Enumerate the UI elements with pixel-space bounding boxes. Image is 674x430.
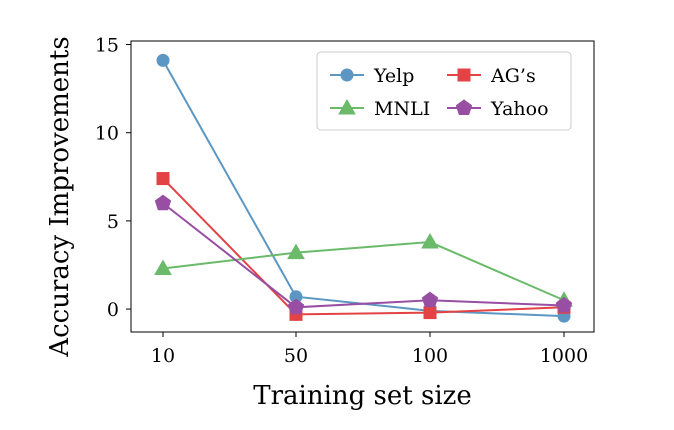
series-line bbox=[162, 202, 565, 309]
y-tick-label: 5 bbox=[107, 211, 119, 233]
series-line bbox=[162, 241, 565, 302]
data-point bbox=[287, 298, 305, 315]
data-point bbox=[287, 243, 305, 260]
x-tick-label: 50 bbox=[284, 345, 308, 367]
plot-area: 0 5 10 15 10 50 100 1000 bbox=[95, 35, 595, 367]
plot-frame bbox=[130, 40, 595, 333]
y-tick-label: 0 bbox=[107, 299, 119, 321]
legend-marker bbox=[457, 68, 471, 82]
legend-entry: MNLI bbox=[330, 98, 430, 120]
legend-label: Yahoo bbox=[490, 98, 549, 120]
series-pentagon bbox=[154, 194, 573, 315]
series-layer bbox=[154, 53, 573, 323]
data-point bbox=[423, 306, 437, 320]
x-axis-title: Training set size bbox=[253, 381, 472, 411]
data-point bbox=[555, 296, 573, 313]
legend-entry: Yahoo bbox=[447, 98, 549, 120]
legend-box bbox=[316, 51, 572, 131]
data-point bbox=[154, 194, 172, 211]
data-point bbox=[421, 291, 439, 308]
legend-marker bbox=[338, 98, 356, 115]
legend: Yelp AG’s MNLI Yahoo bbox=[316, 51, 572, 131]
legend-label: Yelp bbox=[373, 65, 414, 87]
y-tick-label: 15 bbox=[95, 35, 119, 57]
data-point bbox=[421, 233, 439, 249]
legend-entry: Yelp bbox=[330, 65, 414, 87]
legend-entry: AG’s bbox=[447, 65, 536, 87]
data-point bbox=[156, 53, 170, 67]
legend-marker bbox=[340, 68, 354, 82]
legend-marker bbox=[455, 99, 473, 115]
data-point bbox=[154, 259, 172, 276]
legend-label: MNLI bbox=[374, 98, 430, 120]
x-tick-label: 100 bbox=[412, 345, 448, 367]
series-line bbox=[162, 177, 565, 316]
y-tick-label: 10 bbox=[95, 123, 119, 145]
data-point bbox=[156, 172, 170, 186]
legend-label: AG’s bbox=[490, 65, 536, 87]
y-axis-title: Accuracy Improvements bbox=[45, 36, 75, 357]
x-tick-label: 10 bbox=[151, 345, 175, 367]
x-tick-label: 1000 bbox=[540, 345, 588, 367]
